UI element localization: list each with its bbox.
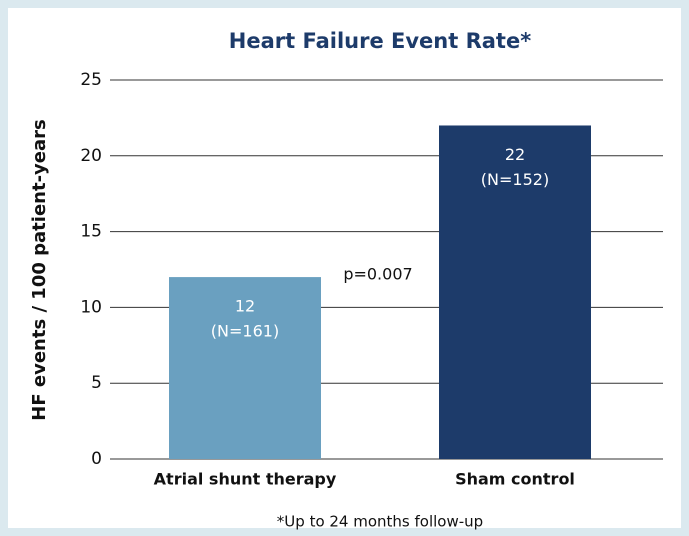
footnote: *Up to 24 months follow-up	[277, 513, 483, 531]
y-tick-label: 20	[80, 146, 102, 166]
x-tick-label: Sham control	[455, 470, 575, 489]
x-tick-label: Atrial shunt therapy	[154, 470, 337, 489]
value-label: 22	[505, 145, 525, 164]
y-axis-label: HF events / 100 patient-years	[29, 119, 50, 420]
bar	[169, 277, 321, 459]
value-label: 12	[235, 297, 255, 316]
y-tick-label: 5	[91, 373, 102, 393]
y-tick-label: 10	[80, 297, 102, 317]
sample-size-label: (N=152)	[481, 170, 549, 189]
y-tick-label: 15	[80, 222, 102, 242]
y-tick-label: 25	[80, 70, 102, 90]
bar	[439, 125, 591, 459]
chart-title: Heart Failure Event Rate*	[229, 29, 531, 53]
sample-size-label: (N=161)	[211, 322, 279, 341]
y-tick-label: 0	[91, 449, 102, 469]
annotation: p=0.007	[343, 265, 412, 284]
